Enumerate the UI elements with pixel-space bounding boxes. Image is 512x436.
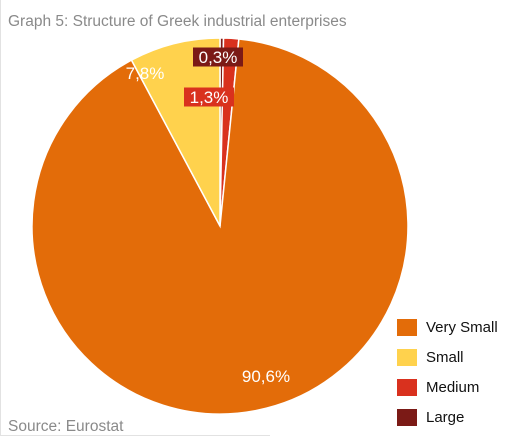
chart-title: Graph 5: Structure of Greek industrial e… bbox=[8, 13, 347, 30]
data-label-small: 7,8% bbox=[126, 64, 165, 83]
legend-label: Small bbox=[426, 348, 464, 366]
data-label-very-small: 90,6% bbox=[242, 367, 290, 386]
legend-label: Large bbox=[426, 408, 465, 426]
legend-swatch bbox=[397, 348, 417, 366]
legend-item-medium: Medium bbox=[397, 372, 498, 402]
legend-swatch bbox=[397, 408, 417, 426]
chart-legend: Very Small Small Medium Large bbox=[397, 312, 498, 432]
legend-swatch bbox=[397, 378, 417, 396]
data-label-box-large bbox=[193, 47, 243, 67]
chart-source: Source: Eurostat bbox=[8, 418, 124, 435]
pie-slice-small bbox=[130, 37, 221, 227]
data-label-box-medium bbox=[184, 87, 234, 107]
legend-item-large: Large bbox=[397, 402, 498, 432]
frame-left-border bbox=[0, 0, 1, 436]
legend-swatch bbox=[397, 318, 417, 336]
data-label-medium: 1,3% bbox=[190, 88, 229, 107]
legend-label: Medium bbox=[426, 378, 480, 396]
legend-item-very-small: Very Small bbox=[397, 312, 498, 342]
legend-label: Very Small bbox=[426, 318, 498, 336]
data-label-large: 0,3% bbox=[199, 48, 238, 67]
legend-item-small: Small bbox=[397, 342, 498, 372]
pie-slice-very-small bbox=[31, 38, 409, 415]
